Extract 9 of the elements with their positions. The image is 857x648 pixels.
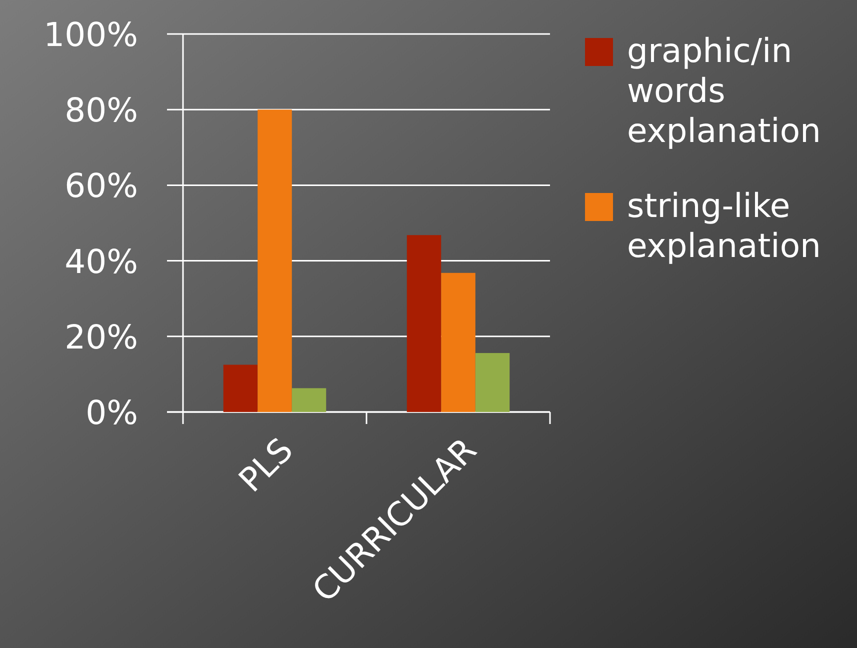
- x-tick-label: PLS: [230, 430, 300, 500]
- y-tick-label: 20%: [64, 317, 138, 356]
- y-tick-label: 0%: [86, 393, 138, 432]
- y-tick-label: 40%: [64, 242, 138, 281]
- y-tick-label: 100%: [44, 15, 138, 54]
- legend-label: string-like explanation: [627, 186, 821, 265]
- legend-label: graphic/in words explanation: [627, 31, 821, 150]
- y-tick-label: 80%: [64, 90, 138, 130]
- y-tick-label: 60%: [64, 166, 138, 206]
